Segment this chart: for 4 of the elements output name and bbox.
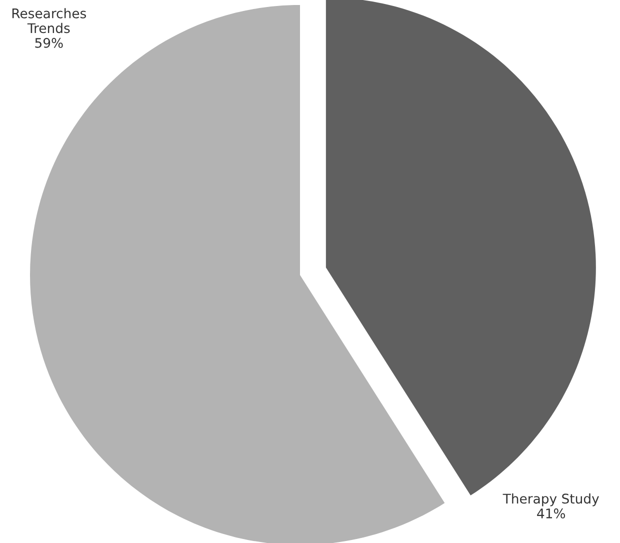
slice-label: Researches Trends [12, 8, 86, 34]
data-label: 59% [35, 38, 63, 48]
data-label: 41% [537, 508, 566, 518]
slice-label: Therapy Study [502, 493, 599, 506]
